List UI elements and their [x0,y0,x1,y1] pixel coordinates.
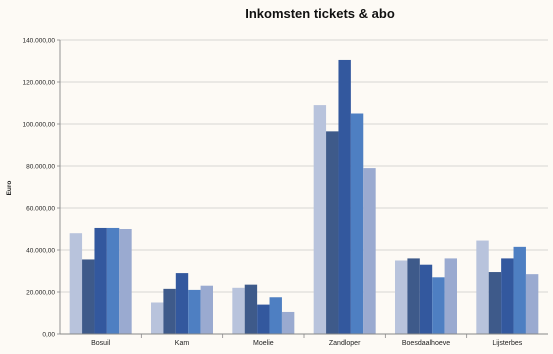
axes [59,40,548,335]
bar [188,289,201,334]
y-tick-label: 120.000,00 [22,79,55,86]
x-tick-labels: Bosuil Kam Moelie Zandloper Boesdaalhoeve Lij… [91,334,523,347]
bar [163,288,176,334]
bar [269,297,282,334]
bar [419,264,433,334]
bar [338,59,351,334]
bar [94,227,107,334]
bar [488,272,502,334]
bar [513,246,526,334]
bar [525,274,539,334]
y-tick-label: 20.000,00 [26,289,55,296]
bar [313,105,327,334]
bar [363,168,376,334]
bar [395,260,408,334]
bar [151,302,164,334]
bar [281,311,295,334]
y-tick-label: 140.000,00 [22,37,55,44]
y-tick-label: 100.000,00 [22,121,55,128]
bar [69,233,83,334]
x-tick-label: Lijsterbes [492,340,522,347]
bar [432,277,445,334]
x-tick-label: Moelie [253,340,274,347]
y-tick-label: 0,00 [42,331,55,338]
x-tick-label: Kam [175,340,190,347]
bar [326,131,339,334]
bar [200,285,213,334]
bar [232,287,245,334]
bar [119,229,132,334]
bar [257,304,270,334]
bar [407,258,420,334]
x-tick-label: Boesdaalhoeve [402,340,450,347]
y-tick-labels: 0,00 20.000,00 40.000,00 60.000,00 80.000,00… [22,37,60,338]
bar [444,258,457,334]
bar [244,284,258,334]
x-tick-label: Zandloper [329,340,361,347]
bars [69,59,539,334]
bar [106,227,120,334]
y-tick-label: 60.000,00 [26,205,55,212]
bar [175,273,189,334]
bar [350,113,364,334]
y-tick-label: 40.000,00 [26,247,55,254]
bar [501,258,514,334]
grid-lines [60,39,548,335]
bar [476,240,489,334]
y-tick-label: 80.000,00 [26,163,55,170]
x-tick-label: Bosuil [91,340,111,347]
chart-title: Inkomsten tickets & abo [245,6,395,21]
y-axis-label: Euro [6,181,13,196]
bar [82,259,95,334]
